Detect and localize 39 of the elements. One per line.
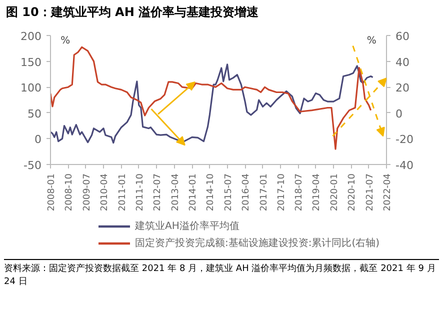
y-tick-label: 100 [20, 82, 42, 95]
x-tick-label: 2017-01 [259, 174, 270, 212]
y2-tick-label: -20 [396, 133, 414, 146]
x-tick-label: 2009-07 [82, 174, 92, 212]
x-tick-label: 2015-07 [224, 174, 234, 212]
x-tick-label: 2017-10 [276, 173, 287, 212]
line-series [50, 46, 372, 150]
y-tick-label: 200 [20, 30, 42, 44]
x-tick-label: 2022-04 [383, 173, 393, 212]
x-tick-label: 2020-10 [348, 173, 358, 212]
x-tick-label: 2008-01 [47, 174, 57, 212]
y2-tick-label: 40 [396, 56, 410, 69]
x-tick-label: 2020-01 [330, 174, 340, 212]
y2-axis-title: % [366, 36, 376, 47]
y-axis-title: % [60, 36, 70, 47]
y2-tick-label: 60 [396, 30, 410, 44]
chart-title: 图 10：建筑业平均 AH 溢价率与基建投资增速 [6, 4, 259, 21]
y-tick-label: -50 [24, 159, 42, 172]
y2-tick-label: 20 [396, 82, 410, 95]
text: 资料来源：固定资产投资数据截至 2021 年 8 月，建筑业 AH 溢价率平均值为月频数据，截至 2021 年 9 月 24 日 [4, 263, 437, 288]
y-tick-label: 50 [28, 108, 42, 121]
y-tick-label: 0 [34, 133, 42, 146]
y2-tick-label: 0 [396, 108, 402, 121]
x-tick-label: 2011-10 [135, 173, 146, 212]
x-tick-label: 2014-01 [188, 174, 199, 212]
x-tick-label: 2008-10 [64, 173, 75, 212]
x-tick-label: 2011-01 [118, 174, 128, 212]
y-tick-label: 150 [20, 56, 42, 69]
x-tick-label: 2019-04 [312, 173, 322, 212]
x-tick-label: 2016-04 [242, 173, 252, 212]
legend-label: 建筑业AH溢价率平均值 [135, 220, 240, 234]
x-tick-label: 2012-07 [153, 174, 164, 212]
x-tick-label: 2013-04 [170, 173, 181, 212]
y2-tick-label: -40 [396, 159, 414, 172]
x-tick-label: 2018-07 [294, 174, 305, 212]
legend-label: 固定资产投资完成额:基础设施建设投资:累计同比(右轴) [135, 236, 380, 250]
x-tick-label: 2021-07 [365, 174, 376, 212]
x-tick-label: 2010-04 [100, 173, 110, 212]
x-tick-label: 2014-10 [206, 173, 216, 212]
